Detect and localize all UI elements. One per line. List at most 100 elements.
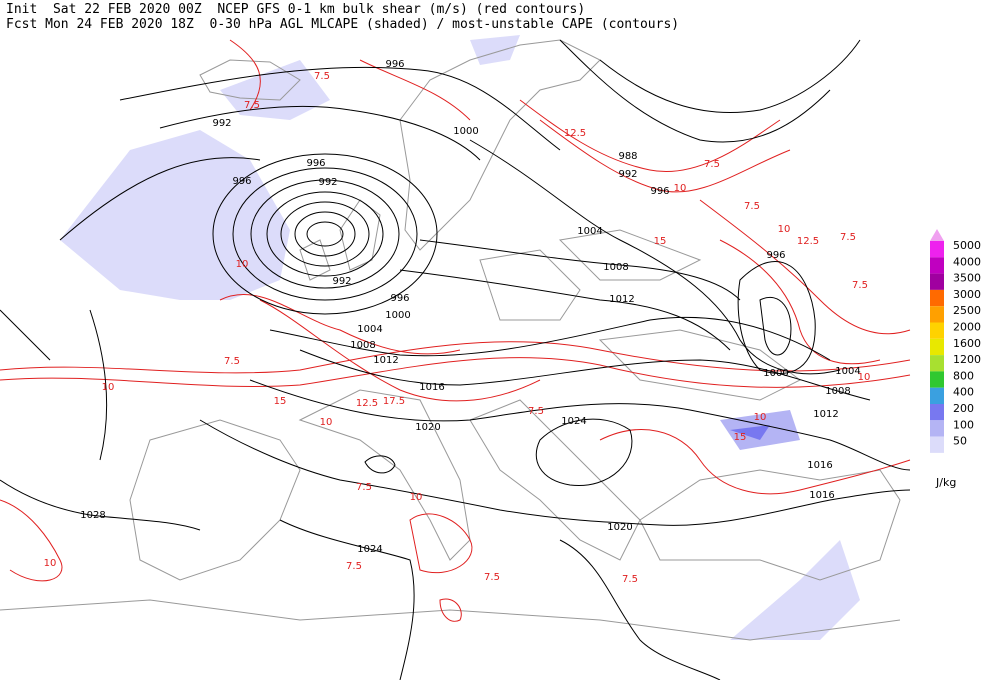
isobar-label: 1012 [609, 294, 634, 305]
isobar-label: 1016 [807, 460, 832, 471]
shear-label: 7.5 [744, 201, 760, 212]
shear-label: 15 [734, 432, 747, 443]
isobar-label: 1000 [453, 126, 478, 137]
shear-label: 7.5 [244, 100, 260, 111]
legend-swatch [930, 257, 944, 274]
isobar-ring [294, 211, 356, 257]
legend-label: 1200 [953, 353, 981, 366]
legend-label: 2000 [953, 321, 981, 334]
shear-label: 7.5 [852, 280, 868, 291]
legend-label: 5000 [953, 239, 981, 252]
legend-label: 1600 [953, 337, 981, 350]
legend: 5000 4000 3500 3000 2500 2000 1600 1200 800 400 20… [930, 229, 981, 489]
shear-label: 7.5 [528, 406, 544, 417]
legend-label: 400 [953, 386, 974, 399]
isobar-label: 1008 [603, 262, 628, 273]
isobar-ring [212, 153, 438, 315]
isobar-label: 996 [385, 59, 404, 70]
shear-label: 12.5 [564, 128, 586, 139]
shear-label: 10 [778, 224, 791, 235]
legend-swatch [930, 289, 944, 307]
isobar-label: 1000 [763, 368, 788, 379]
isobar-label: 1016 [809, 490, 834, 501]
isobar-label: 1012 [813, 409, 838, 420]
isobar-ring [250, 179, 400, 289]
shear-label: 10 [102, 382, 115, 393]
isobar-ring [266, 191, 384, 277]
isobar-label: 1000 [385, 310, 410, 321]
isobar-label: 992 [318, 177, 337, 188]
legend-label: 50 [953, 435, 967, 448]
shear-label: 10 [320, 417, 333, 428]
shear-label: 15 [654, 236, 667, 247]
isobar-label: 996 [766, 250, 785, 261]
shear-label: 7.5 [484, 572, 500, 583]
legend-label: 200 [953, 402, 974, 415]
isobar-label: 1020 [415, 422, 440, 433]
shear-label: 7.5 [840, 232, 856, 243]
legend-swatch [930, 306, 944, 323]
legend-arrow [930, 229, 944, 241]
legend-label: 3500 [953, 272, 981, 285]
isobar-label: 992 [332, 276, 351, 287]
shear-label: 12.5 [356, 398, 378, 409]
header-line: Init Sat 22 FEB 2020 00Z NCEP GFS 0-1 km… [6, 2, 585, 17]
shear-label: 17.5 [383, 396, 405, 407]
header-line: Fcst Mon 24 FEB 2020 18Z 0-30 hPa AGL ML… [6, 17, 679, 32]
shear-label: 10 [754, 412, 767, 423]
shear-label: 7.5 [314, 71, 330, 82]
isobar-label: 1004 [357, 324, 382, 335]
legend-swatch [930, 273, 944, 290]
isobar-ring [306, 221, 344, 247]
isobar-label: 996 [650, 186, 669, 197]
shear-label: 10 [236, 259, 249, 270]
isobars [0, 39, 911, 680]
shear-label: 10 [674, 183, 687, 194]
contour-labels: 9969929969969921000988992996100410081012… [44, 59, 871, 585]
isobar-label: 1004 [577, 226, 602, 237]
shear-label: 10 [410, 492, 423, 503]
coastlines [0, 39, 901, 641]
legend-label: 4000 [953, 255, 981, 268]
shear-contours [0, 39, 911, 622]
legend-swatch [930, 404, 944, 421]
isobar-label: 992 [618, 169, 637, 180]
legend-label: 3000 [953, 288, 981, 301]
shear-label: 7.5 [346, 561, 362, 572]
legend-swatch [930, 322, 944, 339]
isobar-label: 996 [306, 158, 325, 169]
isobar-label: 1008 [350, 340, 375, 351]
legend-swatch [930, 355, 944, 372]
legend-swatch [930, 387, 944, 404]
legend-label: 100 [953, 418, 974, 431]
legend-swatch [930, 338, 944, 356]
legend-swatch [930, 420, 944, 437]
isobar-ring [232, 167, 418, 301]
legend-label: 800 [953, 369, 974, 382]
isobar-label: 992 [212, 118, 231, 129]
isobar-label: 996 [390, 293, 409, 304]
isobar-label: 1024 [357, 544, 382, 555]
isobar-label: 1028 [80, 510, 105, 521]
shear-label: 12.5 [797, 236, 819, 247]
header: Init Sat 22 FEB 2020 00Z NCEP GFS 0-1 km… [6, 2, 679, 32]
shear-label: 7.5 [356, 482, 372, 493]
shear-label: 10 [858, 372, 871, 383]
legend-swatch [930, 436, 944, 453]
shear-label: 7.5 [224, 356, 240, 367]
isobar-label: 1020 [607, 522, 632, 533]
isobar-label: 1008 [825, 386, 850, 397]
isobar-label: 1024 [561, 416, 586, 427]
shear-label: 7.5 [704, 159, 720, 170]
shear-label: 10 [44, 558, 57, 569]
shear-label: 15 [274, 396, 287, 407]
isobar-ring [280, 201, 370, 267]
legend-unit: J/kg [935, 476, 956, 489]
isobar-label: 1016 [419, 382, 444, 393]
isobar-label: 1012 [373, 355, 398, 366]
legend-label: 2500 [953, 304, 981, 317]
isobar-label: 988 [618, 151, 637, 162]
legend-swatch [930, 371, 944, 388]
